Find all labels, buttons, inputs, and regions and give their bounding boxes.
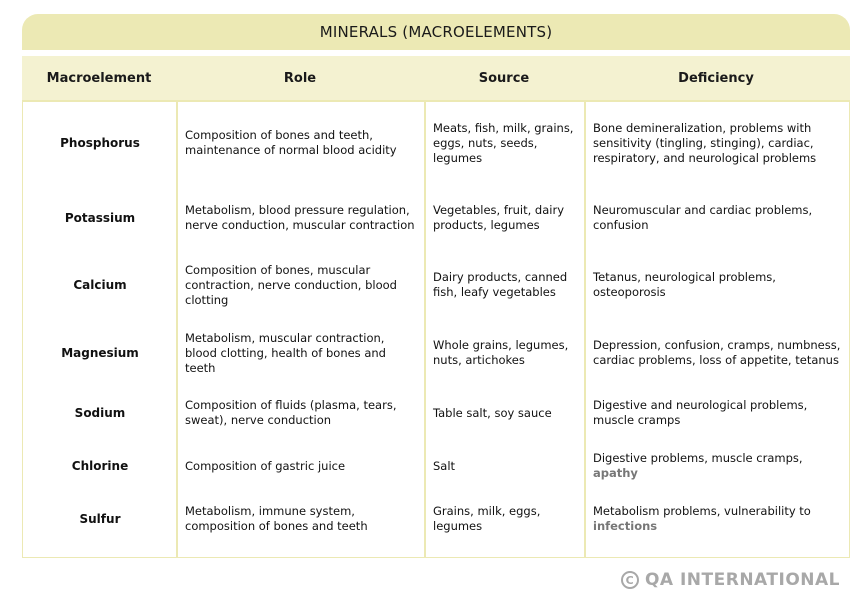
mineral-name: Calcium — [73, 277, 127, 292]
mineral-name: Magnesium — [61, 345, 139, 360]
role-cell: Composition of bones and teeth, maintena… — [185, 128, 397, 157]
mineral-name: Sodium — [74, 405, 126, 420]
deficiency-cell: Digestive and neurological problems, mus… — [593, 398, 808, 427]
apathy-link[interactable]: apathy — [593, 466, 638, 480]
table-row: Calcium Composition of bones, muscular c… — [23, 262, 849, 308]
source-cell: Grains, milk, eggs, legumes — [433, 504, 541, 533]
header-macroelement: Macroelement — [46, 70, 152, 86]
header-source: Source — [478, 70, 530, 86]
column-divider — [176, 102, 178, 557]
table-row: Sodium Composition of fluids (plasma, te… — [23, 397, 849, 429]
source-cell: Whole grains, legumes, nuts, artichokes — [433, 338, 569, 367]
copyright-notice: C QA INTERNATIONAL — [620, 568, 840, 592]
copyright-text: QA INTERNATIONAL — [644, 570, 840, 590]
role-cell: Metabolism, immune system, composition o… — [185, 504, 368, 533]
table-row: Sulfur Metabolism, immune system, compos… — [23, 503, 849, 535]
table-row: Chlorine Composition of gastric juice Sa… — [23, 451, 849, 480]
header-role: Role — [283, 70, 317, 86]
table-header: Macroelement Role Source Deficiency — [22, 56, 850, 102]
mineral-name: Sulfur — [79, 511, 121, 526]
deficiency-cell: Digestive problems, muscle cramps, apath… — [585, 451, 849, 481]
mineral-name: Chlorine — [71, 458, 129, 473]
role-cell: Composition of bones, muscular contracti… — [185, 262, 397, 307]
deficiency-cell: Depression, confusion, cramps, numbness,… — [593, 338, 841, 367]
deficiency-text: Digestive problems, muscle cramps, — [593, 451, 803, 465]
table-row: Magnesium Metabolism, muscular contracti… — [23, 331, 849, 375]
column-divider — [584, 102, 586, 557]
table-row: Potassium Metabolism, blood pressure reg… — [23, 202, 849, 234]
deficiency-text: Metabolism problems, vulnerability to — [593, 504, 811, 518]
source-cell: Dairy products, canned fish, leafy veget… — [433, 270, 568, 299]
copyright-icon: C — [620, 571, 639, 589]
column-divider — [424, 102, 426, 557]
role-cell: Composition of gastric juice — [185, 458, 346, 473]
role-cell: Metabolism, muscular contraction, blood … — [185, 330, 386, 375]
table-title: MINERALS (MACROELEMENTS) — [22, 14, 850, 50]
deficiency-cell: Bone demineralization, problems with sen… — [593, 120, 817, 165]
table-row: Phosphorus Composition of bones and teet… — [23, 120, 849, 166]
role-cell: Composition of fluids (plasma, tears, sw… — [185, 398, 397, 427]
source-cell: Meats, fish, milk, grains, eggs, nuts, s… — [433, 120, 574, 165]
source-cell: Salt — [433, 458, 456, 473]
role-cell: Metabolism, blood pressure regulation, n… — [185, 203, 415, 232]
deficiency-cell: Metabolism problems, vulnerability to in… — [585, 504, 849, 534]
mineral-name: Phosphorus — [60, 135, 140, 150]
deficiency-cell: Tetanus, neurological problems, osteopor… — [593, 270, 776, 299]
deficiency-cell: Neuromuscular and cardiac problems, conf… — [593, 203, 813, 232]
source-cell: Vegetables, fruit, dairy products, legum… — [433, 203, 565, 232]
header-deficiency: Deficiency — [678, 70, 754, 86]
infections-link[interactable]: infections — [593, 519, 658, 533]
table-body: Phosphorus Composition of bones and teet… — [22, 102, 850, 558]
source-cell: Table salt, soy sauce — [433, 405, 552, 420]
mineral-name: Potassium — [64, 210, 136, 225]
